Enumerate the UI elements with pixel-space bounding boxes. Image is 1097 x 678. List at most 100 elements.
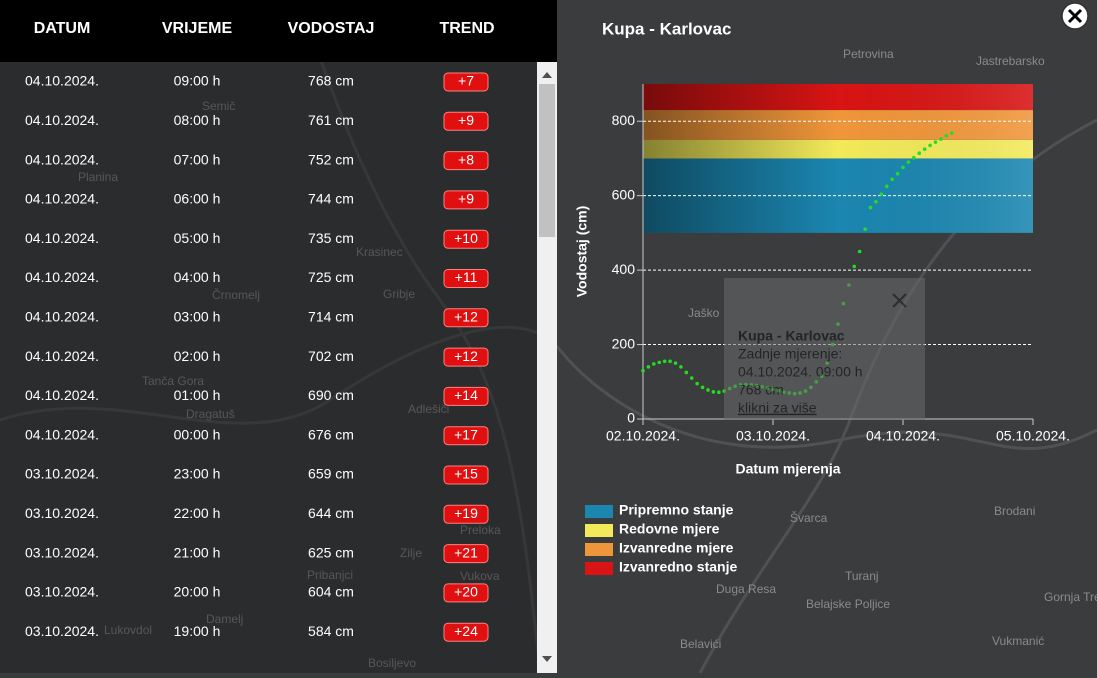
data-point[interactable] [928,143,932,148]
table-cell: 725 cm [308,269,354,285]
close-icon[interactable] [1067,8,1083,24]
legend-label[interactable]: Pripremno stanje [619,502,734,518]
table-cell: 03.10.2024. [25,505,99,521]
data-point[interactable] [673,361,678,365]
data-point[interactable] [901,165,905,170]
table-row[interactable]: 04.10.2024. 08:00 h 761 cm +9 [25,111,489,131]
table-cell: 04.10.2024. [25,309,99,325]
trend-badge [443,544,489,564]
table-cell: 659 cm [308,466,354,482]
legend-swatch[interactable] [585,524,613,537]
legend-swatch[interactable] [585,505,613,518]
table-cell: 03.10.2024. [25,466,99,482]
tooltip: Kupa - Karlovac Zadnje mjerenje: 04.10.2… [724,278,925,420]
data-point[interactable] [944,133,949,138]
data-point[interactable] [890,177,894,182]
map-label: Vukova [460,569,500,583]
data-point[interactable] [646,365,651,369]
trend-badge [443,504,489,524]
data-point[interactable] [668,359,672,364]
table-row[interactable]: 04.10.2024. 02:00 h 702 cm +12 [25,347,489,367]
data-point[interactable] [857,249,862,254]
table-row[interactable]: 03.10.2024. 20:00 h 604 cm +20 [25,583,489,603]
table-cell: 768 cm [308,73,354,89]
legend-swatch[interactable] [585,562,613,575]
data-point[interactable] [641,368,645,373]
tooltip-link[interactable]: klikni za više [738,400,817,416]
table-row[interactable]: 03.10.2024. 22:00 h 644 cm +19 [25,504,489,524]
data-point[interactable] [868,205,873,210]
table-row[interactable]: 04.10.2024. 06:00 h 744 cm +9 [25,190,489,210]
data-point[interactable] [939,137,943,141]
data-point[interactable] [662,359,667,364]
legend-label[interactable]: Redovne mjere [619,521,720,537]
data-point[interactable] [695,381,699,386]
tooltip-line: 768 cm [738,382,784,398]
data-point[interactable] [852,264,857,269]
data-point[interactable] [679,365,683,369]
data-point[interactable] [874,199,878,204]
data-point[interactable] [922,147,927,151]
trend-value: +12 [454,348,478,364]
data-point[interactable] [700,385,705,390]
column-header: TREND [439,20,494,37]
scroll-up[interactable] [542,72,552,78]
map-label: Krasinec [356,245,403,259]
band-shade [643,84,1033,111]
map-label: Belavići [680,637,721,651]
data-point[interactable] [912,155,916,160]
map-label: Lukovdol [104,623,152,637]
table-row[interactable]: 04.10.2024. 07:00 h 752 cm +8 [25,151,489,171]
data-point[interactable] [652,362,656,366]
legend-label[interactable]: Izvanredno stanje [619,559,737,575]
table-row[interactable]: 04.10.2024. 03:00 h 714 cm +12 [25,308,489,328]
column-header: VRIJEME [162,20,233,37]
legend-label[interactable]: Izvanredne mjere [619,540,734,556]
y-tick-label: 600 [612,186,636,202]
close-button[interactable] [1061,2,1089,30]
table-row[interactable]: 03.10.2024. 23:00 h 659 cm +15 [25,465,489,485]
table-row[interactable]: 04.10.2024. 01:00 h 690 cm +14 [25,386,489,406]
data-point[interactable] [906,160,911,164]
map-label: Vukmanić [992,634,1044,648]
data-point[interactable] [949,131,954,135]
data-point[interactable] [895,171,900,176]
map-label: Črnomelj [212,287,260,302]
scroll-thumb[interactable] [539,84,555,237]
scroll-down[interactable] [542,656,552,662]
data-point[interactable] [917,151,922,156]
data-point[interactable] [933,140,938,144]
map-label: Zilje [400,546,422,560]
x-tick-label: 05.10.2024. [996,428,1070,444]
table-row[interactable]: 04.10.2024. 09:00 h 768 cm +7 [25,72,489,92]
data-point[interactable] [711,390,716,394]
y-axis-label: Vodostaj (cm) [574,206,590,298]
data-point[interactable] [689,376,694,380]
data-point[interactable] [717,390,721,395]
table-cell: 04.10.2024. [25,73,99,89]
legend-swatch[interactable] [585,543,613,556]
map-label: Planina [78,170,118,184]
data-point[interactable] [863,227,867,231]
x-tick-label: 02.10.2024. [606,428,680,444]
map-label: Tanča Gora [142,374,204,388]
data-point[interactable] [884,184,889,189]
table-row[interactable]: 04.10.2024. 04:00 h 725 cm +11 [25,269,489,288]
table-cell: 19:00 h [174,623,221,639]
table-row[interactable]: 03.10.2024. 21:00 h 625 cm +21 [25,544,489,564]
data-point[interactable] [879,192,884,196]
tooltip-close[interactable] [892,293,907,308]
data-point[interactable] [684,370,689,375]
map-label: Turanj [845,569,879,583]
table-cell: 752 cm [308,151,354,167]
table-cell: 744 cm [308,191,354,207]
x-axis-label: Datum mjerenja [735,461,840,477]
data-point[interactable] [706,388,710,392]
table-row[interactable]: 03.10.2024. 19:00 h 584 cm +24 [25,622,489,642]
table-cell: 714 cm [308,309,354,325]
data-point[interactable] [657,360,662,365]
trend-value: +15 [454,466,478,482]
table-row[interactable]: 04.10.2024. 00:00 h 676 cm +17 [25,426,489,446]
table-row[interactable]: 04.10.2024. 05:00 h 735 cm +10 [25,229,489,249]
